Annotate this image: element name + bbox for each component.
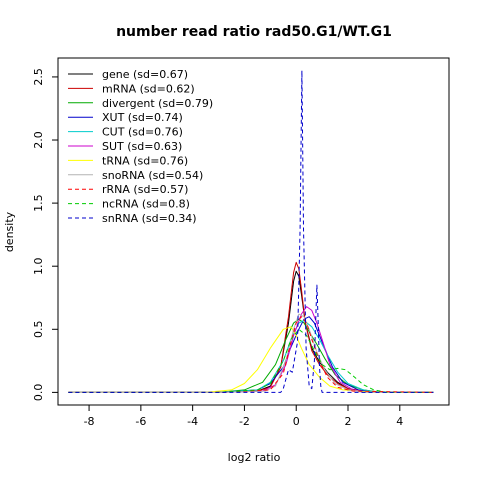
y-tick-label: 2.0 xyxy=(32,131,45,149)
y-tick-label: 0.0 xyxy=(32,384,45,402)
legend-label: snoRNA (sd=0.54) xyxy=(102,169,203,182)
y-tick-label: 2.5 xyxy=(32,68,45,86)
y-tick-label: 1.0 xyxy=(32,257,45,275)
legend-label: tRNA (sd=0.76) xyxy=(102,154,188,167)
series-line-0 xyxy=(68,270,434,393)
series-line-5 xyxy=(68,306,434,393)
legend-label: snRNA (sd=0.34) xyxy=(102,212,197,225)
series-line-4 xyxy=(68,320,434,393)
x-tick-label: -4 xyxy=(187,415,198,428)
series-line-1 xyxy=(68,261,434,393)
y-axis: 0.0 0.5 1.0 1.5 2.0 2.5 xyxy=(32,68,59,402)
chart-title: number read ratio rad50.G1/WT.G1 xyxy=(116,24,392,40)
series-line-8 xyxy=(68,316,434,393)
legend-label: CUT (sd=0.76) xyxy=(102,126,183,139)
series-line-3 xyxy=(68,316,434,393)
y-tick-label: 0.5 xyxy=(32,321,45,339)
series-layer xyxy=(68,70,434,393)
x-axis: -8 -6 -4 -2 0 2 4 xyxy=(84,404,403,428)
series-line-6 xyxy=(68,326,434,393)
legend-label: gene (sd=0.67) xyxy=(102,68,188,81)
legend: gene (sd=0.67)mRNA (sd=0.62) divergent (s… xyxy=(68,68,213,225)
x-tick-label: 2 xyxy=(345,415,352,428)
x-tick-label: -6 xyxy=(135,415,146,428)
y-axis-label: density xyxy=(3,211,16,252)
legend-label: rRNA (sd=0.57) xyxy=(102,183,188,196)
series-line-7 xyxy=(68,313,434,393)
legend-label: ncRNA (sd=0.8) xyxy=(102,198,190,211)
series-line-2 xyxy=(68,318,434,393)
y-tick-label: 1.5 xyxy=(32,194,45,212)
legend-label: mRNA (sd=0.62) xyxy=(102,82,195,95)
legend-label: XUT (sd=0.74) xyxy=(102,111,183,124)
legend-label: SUT (sd=0.63) xyxy=(102,140,182,153)
legend-label: divergent (sd=0.79) xyxy=(102,97,213,110)
x-tick-label: 0 xyxy=(293,415,300,428)
series-line-9 xyxy=(68,328,434,393)
plot-frame xyxy=(57,57,450,406)
x-axis-label: log2 ratio xyxy=(228,451,281,464)
x-tick-label: 4 xyxy=(396,415,403,428)
x-tick-label: -2 xyxy=(239,415,250,428)
x-tick-label: -8 xyxy=(84,415,95,428)
series-line-10 xyxy=(68,70,434,393)
